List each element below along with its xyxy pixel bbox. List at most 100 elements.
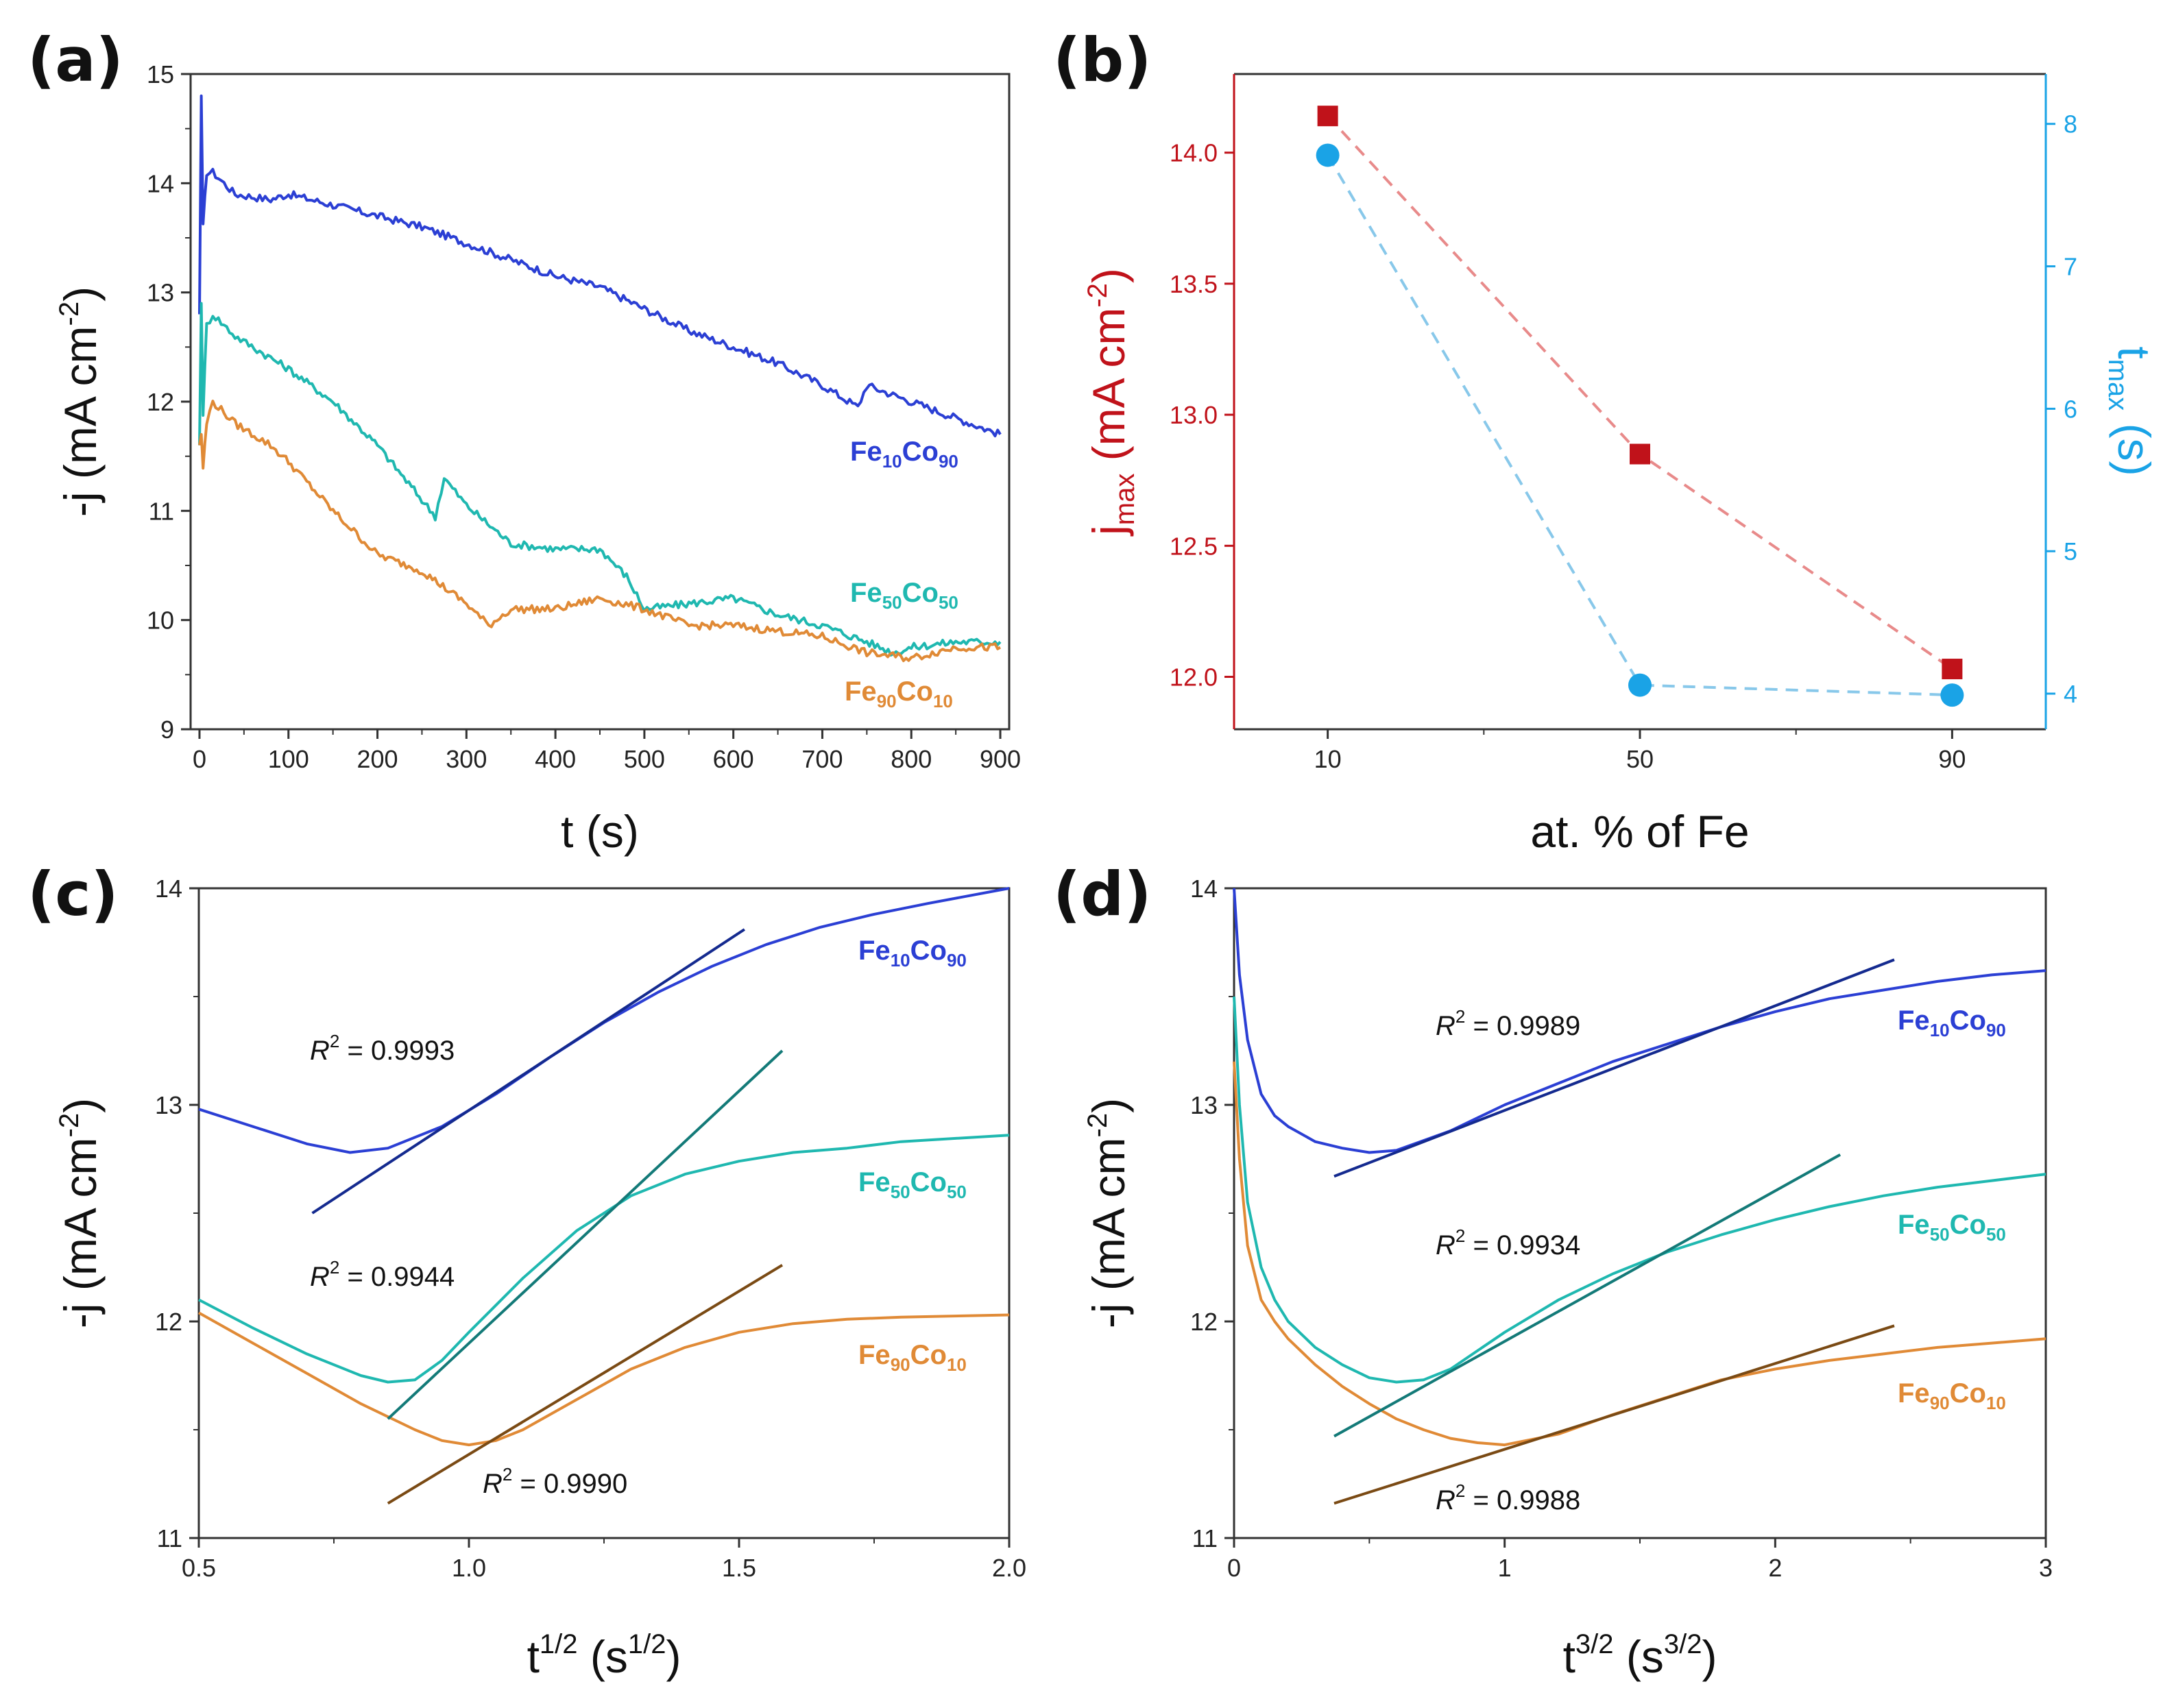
series-label-sub: 50 bbox=[891, 1182, 910, 1202]
r2-sup: 2 bbox=[503, 1464, 512, 1485]
series-label-fe90co10: Fe90Co10 bbox=[845, 676, 953, 711]
series-label-sub: 90 bbox=[947, 950, 967, 971]
x-tick-label: 0.5 bbox=[182, 1554, 216, 1582]
y-axis-title: -j (mA cm-2) bbox=[1083, 1098, 1134, 1328]
r2-value: = 0.9993 bbox=[339, 1036, 455, 1066]
r2-value: = 0.9989 bbox=[1465, 1011, 1580, 1041]
r2-label: R2 = 0.9990 bbox=[483, 1464, 627, 1499]
x-axis-title-rest: (s bbox=[578, 1631, 628, 1682]
right-y-axis-title-rest: (s) bbox=[2109, 411, 2160, 476]
y-axis-title-sup: -2 bbox=[54, 1113, 84, 1138]
x-tick-label: 500 bbox=[624, 745, 665, 773]
series-label-sub: 90 bbox=[1930, 1393, 1950, 1413]
x-tick-label: 10 bbox=[1314, 745, 1342, 773]
x-tick-label: 90 bbox=[1938, 745, 1966, 773]
r2-sup: 2 bbox=[1456, 1225, 1465, 1246]
y-tick-label: 11 bbox=[157, 1524, 182, 1552]
series-label-sub: 90 bbox=[891, 1354, 910, 1375]
r2-sup: 2 bbox=[1456, 1006, 1465, 1027]
left-y-axis-title: jmax (mA cm-2) bbox=[1083, 268, 1140, 537]
r2-value: = 0.9990 bbox=[512, 1469, 627, 1499]
series-label-fe10co90: Fe10Co90 bbox=[850, 437, 958, 472]
series-label-sub: 10 bbox=[947, 1354, 967, 1375]
left-y-tick-label: 12.5 bbox=[1170, 532, 1218, 560]
y-tick-label: 9 bbox=[160, 716, 174, 744]
x-tick-label: 0 bbox=[193, 745, 206, 773]
series-label-sub: 50 bbox=[882, 592, 902, 613]
r2-label: R2 = 0.9989 bbox=[1436, 1006, 1580, 1041]
y-axis-title-close: ) bbox=[55, 286, 106, 302]
x-axis-title-sup: 1/2 bbox=[540, 1629, 578, 1659]
series-label-fe50co50: Fe50Co50 bbox=[858, 1167, 967, 1202]
x-axis-title-sup: 1/2 bbox=[628, 1629, 666, 1659]
r2-sup: 2 bbox=[330, 1031, 339, 1051]
r2-sup: 2 bbox=[330, 1257, 339, 1278]
y-tick-label: 12 bbox=[155, 1308, 182, 1336]
series-label-base: Fe bbox=[850, 578, 882, 608]
x-tick-label: 100 bbox=[268, 745, 309, 773]
tmax-marker bbox=[1940, 683, 1964, 707]
right-y-tick-label: 4 bbox=[2064, 680, 2077, 708]
left-y-axis-title-base: j bbox=[1083, 525, 1134, 537]
jmax-marker bbox=[1317, 106, 1338, 127]
r2-label: R2 = 0.9993 bbox=[310, 1031, 455, 1066]
left-y-tick-label: 13.5 bbox=[1170, 270, 1218, 298]
right-y-tick-label: 7 bbox=[2064, 253, 2077, 281]
series-label-base: Co bbox=[1950, 1210, 1986, 1240]
series-line-fe90co10 bbox=[198, 1311, 1010, 1447]
jmax-dashed-line bbox=[1327, 114, 1953, 670]
series-label-base: Co bbox=[1950, 1005, 1986, 1036]
plot-frame bbox=[189, 73, 1011, 731]
r2-value: = 0.9944 bbox=[339, 1262, 455, 1292]
series-label-base: Co bbox=[910, 936, 947, 966]
r2-sup: 2 bbox=[1456, 1480, 1465, 1501]
x-tick-label: 900 bbox=[980, 745, 1021, 773]
x-tick-label: 800 bbox=[891, 745, 932, 773]
panel-label-d: (d) bbox=[1053, 859, 1151, 929]
series-label-sub: 50 bbox=[1986, 1224, 2006, 1245]
y-tick-label: 12 bbox=[147, 388, 174, 416]
fit-line-fe50co50 bbox=[387, 1049, 784, 1420]
x-tick-label: 1.5 bbox=[722, 1554, 756, 1582]
right-y-tick-label: 8 bbox=[2064, 110, 2077, 138]
x-tick-label: 300 bbox=[446, 745, 487, 773]
right-y-tick-label: 5 bbox=[2064, 537, 2077, 565]
x-axis-title-base: t bbox=[1563, 1631, 1575, 1682]
series-label-base: Co bbox=[910, 1167, 947, 1197]
series-label-sub: 10 bbox=[891, 950, 910, 971]
r2-value: = 0.9988 bbox=[1465, 1485, 1580, 1515]
r2-label: R2 = 0.9988 bbox=[1436, 1480, 1580, 1515]
r2-symbol: R bbox=[1436, 1011, 1456, 1041]
left-y-axis-title-sup: -2 bbox=[1083, 283, 1113, 308]
r2-symbol: R bbox=[1436, 1230, 1456, 1260]
y-tick-label: 14 bbox=[147, 169, 174, 197]
r2-symbol: R bbox=[1436, 1485, 1456, 1515]
x-axis-title: t3/2 (s3/2) bbox=[1563, 1629, 1717, 1682]
x-tick-label: 600 bbox=[713, 745, 754, 773]
tmax-marker bbox=[1316, 143, 1340, 167]
series-label-base: Co bbox=[910, 1340, 947, 1370]
r2-label: R2 = 0.9944 bbox=[310, 1257, 455, 1292]
y-axis-title-text: -j (mA cm bbox=[55, 326, 106, 517]
x-axis-title-close: ) bbox=[1702, 1631, 1717, 1682]
x-tick-label: 2.0 bbox=[992, 1554, 1026, 1582]
series-label-sub: 10 bbox=[1986, 1393, 2006, 1413]
tmax-marker bbox=[1628, 673, 1652, 697]
r2-symbol: R bbox=[310, 1036, 330, 1066]
x-tick-label: 1 bbox=[1498, 1554, 1512, 1582]
fit-line-fe90co10 bbox=[1333, 1324, 1895, 1505]
series-label-base: Fe bbox=[1898, 1005, 1930, 1036]
series-line-fe10co90 bbox=[1233, 888, 2046, 1154]
x-tick-label: 2 bbox=[1768, 1554, 1782, 1582]
series-label-sub: 10 bbox=[1930, 1020, 1950, 1040]
series-label-fe10co90: Fe10Co90 bbox=[858, 936, 967, 971]
series-label-base: Fe bbox=[858, 1167, 891, 1197]
right-y-axis-title: tmax (s) bbox=[2103, 346, 2160, 476]
series-label-sub: 90 bbox=[877, 691, 897, 711]
series-label-fe10co90: Fe10Co90 bbox=[1898, 1005, 2006, 1040]
series-label-fe50co50: Fe50Co50 bbox=[850, 578, 958, 613]
x-tick-label: 400 bbox=[535, 745, 576, 773]
left-y-tick-label: 14.0 bbox=[1170, 139, 1218, 167]
